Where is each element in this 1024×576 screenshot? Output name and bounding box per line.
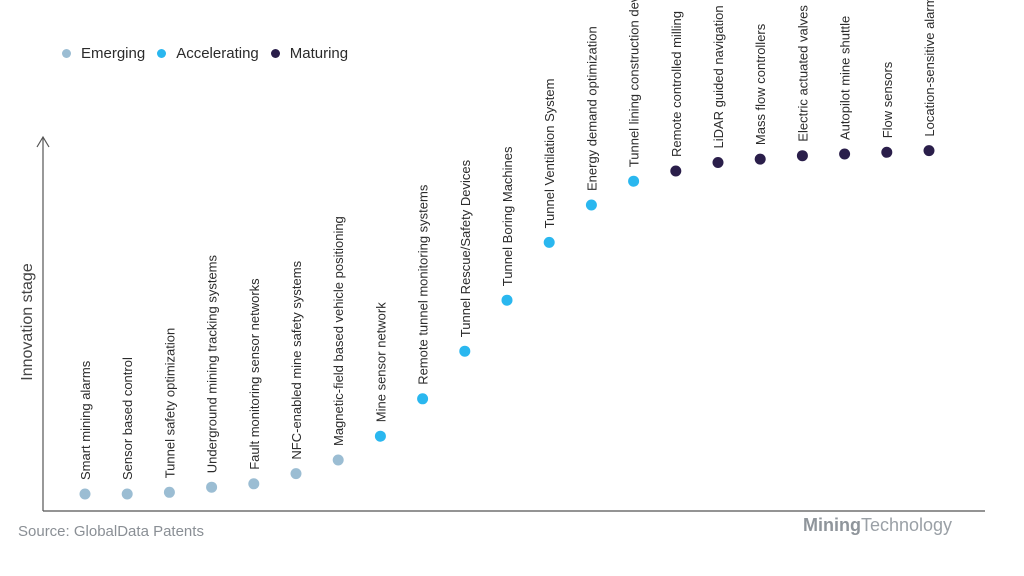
legend-label-emerging: Emerging <box>81 45 146 62</box>
data-label-tunnel-ventilation-system: Tunnel Ventilation System <box>542 79 557 229</box>
legend-item-maturing: Maturing <box>270 45 349 62</box>
chart-marks: Smart mining alarms Sensor based control T… <box>78 0 937 500</box>
source-note: Source: GlobalData Patents <box>18 523 204 540</box>
data-point-smart-mining-alarms <box>79 488 91 500</box>
axes: Innovation stage <box>19 135 985 512</box>
data-point-nfc-enabled-mine-safety-systems <box>290 468 302 480</box>
data-label-remote-controlled-milling: Remote controlled milling <box>669 11 684 157</box>
brand-logo-regular: Technology <box>860 515 953 535</box>
data-point-tunnel-ventilation-system <box>543 236 555 248</box>
data-label-mass-flow-controllers: Mass flow controllers <box>753 23 768 145</box>
data-label-energy-demand-optimization: Energy demand optimization <box>584 26 599 191</box>
data-label-location-sensitive-alarms: Location-sensitive alarms <box>922 0 937 137</box>
data-label-underground-mining-tracking-systems: Underground mining tracking systems <box>205 254 220 473</box>
data-point-magnetic-field-based-vehicle-positioning <box>332 454 344 466</box>
legend-swatch-accelerating <box>157 49 167 58</box>
brand-logo: MiningTechnology <box>803 515 952 536</box>
brand-logo-bold: Mining <box>803 515 861 535</box>
data-label-tunnel-safety-optimization: Tunnel safety optimization <box>162 328 177 479</box>
data-point-mine-sensor-network <box>374 430 386 442</box>
y-axis-title: Innovation stage <box>19 263 36 381</box>
data-point-underground-mining-tracking-systems <box>206 481 218 493</box>
data-point-tunnel-rescue-safety-devices <box>459 345 471 357</box>
data-label-mine-sensor-network: Mine sensor network <box>373 302 388 422</box>
data-point-energy-demand-optimization <box>585 199 597 211</box>
data-point-tunnel-boring-machines <box>501 294 513 306</box>
legend-swatch-emerging <box>62 49 71 58</box>
data-point-electric-actuated-valves <box>796 150 808 162</box>
data-label-remote-tunnel-monitoring-systems: Remote tunnel monitoring systems <box>416 184 431 385</box>
data-label-magnetic-field-based-vehicle-positioning: Magnetic-field based vehicle positioning <box>331 216 346 446</box>
data-label-flow-sensors: Flow sensors <box>880 61 895 138</box>
data-point-remote-controlled-milling <box>670 165 682 177</box>
data-label-fault-monitoring-sensor-networks: Fault monitoring sensor networks <box>247 278 262 470</box>
data-label-tunnel-rescue-safety-devices: Tunnel Rescue/Safety Devices <box>458 159 473 337</box>
data-point-lidar-guided-navigation <box>712 157 724 168</box>
data-label-electric-actuated-valves: Electric actuated valves <box>795 5 810 142</box>
legend: Emerging Accelerating Maturing <box>62 45 348 62</box>
data-point-mass-flow-controllers <box>754 153 766 165</box>
data-point-remote-tunnel-monitoring-systems <box>417 393 429 405</box>
legend-label-accelerating: Accelerating <box>176 45 259 62</box>
data-label-tunnel-boring-machines: Tunnel Boring Machines <box>500 146 515 286</box>
legend-item-accelerating: Accelerating <box>157 45 259 62</box>
data-label-nfc-enabled-mine-safety-systems: NFC-enabled mine safety systems <box>289 260 304 459</box>
data-point-tunnel-safety-optimization <box>163 486 175 498</box>
data-point-location-sensitive-alarms <box>923 145 935 157</box>
legend-item-emerging: Emerging <box>62 45 145 62</box>
data-point-fault-monitoring-sensor-networks <box>248 478 260 490</box>
data-point-flow-sensors <box>881 146 893 158</box>
data-label-autopilot-mine-shuttle: Autopilot mine shuttle <box>838 16 853 140</box>
y-axis-arrow <box>36 135 50 148</box>
data-point-autopilot-mine-shuttle <box>839 148 851 160</box>
data-label-sensor-based-control: Sensor based control <box>120 357 135 480</box>
data-point-tunnel-lining-construction-devices <box>628 175 640 187</box>
data-point-sensor-based-control <box>121 488 133 500</box>
data-label-tunnel-lining-construction-devices: Tunnel lining construction devices <box>627 0 642 167</box>
legend-label-maturing: Maturing <box>289 45 349 62</box>
legend-swatch-maturing <box>270 49 280 58</box>
data-label-smart-mining-alarms: Smart mining alarms <box>78 360 93 480</box>
data-label-lidar-guided-navigation: LiDAR guided navigation <box>711 5 726 148</box>
